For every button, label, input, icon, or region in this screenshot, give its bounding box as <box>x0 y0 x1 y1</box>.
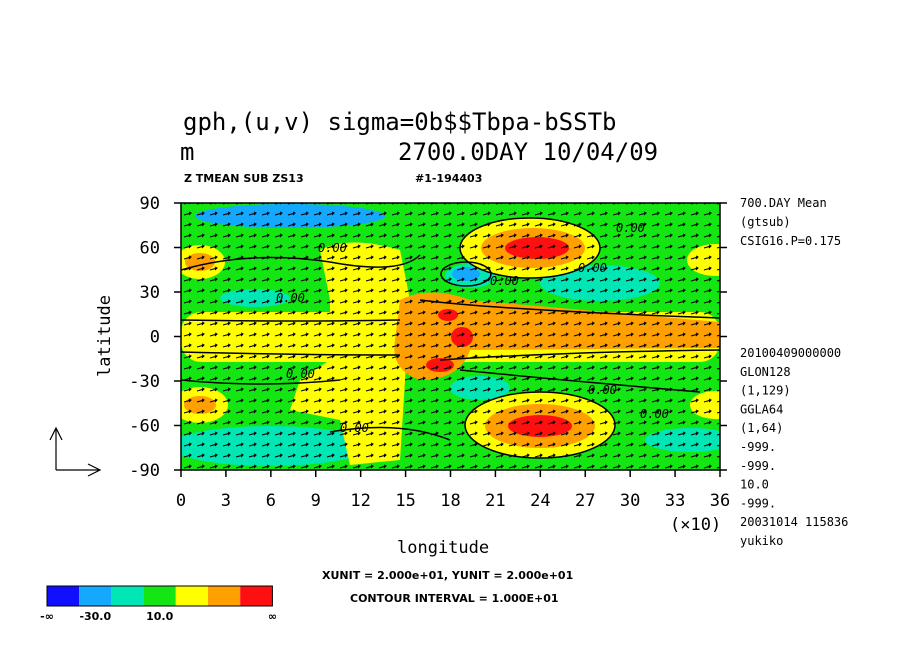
x-tick-label: 21 <box>485 491 505 511</box>
info-text: 10.0 <box>740 478 769 492</box>
x-tick-label: 36 <box>710 491 730 511</box>
info-text: -999. <box>740 440 776 454</box>
y-tick-label: -90 <box>129 461 160 481</box>
x-tick-label: 33 <box>665 491 685 511</box>
info-text: (1,129) <box>740 384 791 398</box>
colorbar-label: ∞ <box>268 610 277 623</box>
colorbar-swatch <box>47 586 80 606</box>
info-text: 20031014 115836 <box>740 515 848 529</box>
contour-label: 0.00 <box>490 274 519 288</box>
title-line-3: 2700.0DAY 10/04/09 <box>398 138 658 166</box>
contour-label: 0.00 <box>640 407 669 421</box>
info-text: -999. <box>740 459 776 473</box>
contour-label: 0.00 <box>616 221 645 235</box>
title-line-2: m <box>180 138 194 166</box>
contour-interval: CONTOUR INTERVAL = 1.000E+01 <box>350 592 559 605</box>
vector-reference <box>49 426 102 477</box>
colorbar-label: -∞ <box>40 610 54 623</box>
info-text: yukiko <box>740 534 783 548</box>
header-left: Z TMEAN SUB ZS13 <box>184 172 304 185</box>
field <box>181 203 720 470</box>
y-tick-label: 60 <box>140 239 160 259</box>
x-tick-label: 18 <box>440 491 460 511</box>
y-tick-label: -30 <box>129 372 160 392</box>
colorbar-swatch <box>175 586 208 606</box>
y-tick-label: 0 <box>150 328 160 348</box>
info-text: 700.DAY Mean <box>740 196 827 210</box>
y-tick-label: 30 <box>140 283 160 303</box>
x-tick-label: 9 <box>311 491 321 511</box>
contour-label: 0.00 <box>276 291 305 305</box>
contour-label: 0.00 <box>340 421 369 435</box>
colorbar-swatch <box>208 586 241 606</box>
x-tick-label: 3 <box>221 491 231 511</box>
colorbar-swatch <box>143 586 176 606</box>
x-axis-label: longitude <box>397 538 489 558</box>
x-tick-label: 24 <box>530 491 550 511</box>
colorbar-swatch <box>111 586 144 606</box>
colorbar-frame <box>46 585 273 607</box>
info-text: GLON128 <box>740 365 791 379</box>
contour-label: 0.00 <box>588 383 617 397</box>
info-text: GGLA64 <box>740 402 783 416</box>
header-center: #1-194403 <box>415 172 482 185</box>
y-axis-label: latitude <box>95 295 115 377</box>
units-note: XUNIT = 2.000e+01, YUNIT = 2.000e+01 <box>322 569 573 582</box>
info-text: CSIG16.P=0.175 <box>740 234 841 248</box>
x-tick-label: 0 <box>176 491 186 511</box>
x-tick-label: 12 <box>350 491 370 511</box>
x-tick-label: 30 <box>620 491 640 511</box>
colorbar-label: -30.0 <box>79 610 111 623</box>
colorbar-swatch <box>79 586 112 606</box>
y-tick-label: 90 <box>140 194 160 214</box>
y-tick-label: -60 <box>129 417 160 437</box>
info-text: 20100409000000 <box>740 346 841 360</box>
x-tick-label: 6 <box>266 491 276 511</box>
title-line-1: gph,(u,v) sigma=0b$$Tbpa-bSSTb <box>183 108 616 136</box>
x-multiplier: (×10) <box>670 515 721 535</box>
x-tick-label: 27 <box>575 491 595 511</box>
vector-field <box>181 203 720 470</box>
contour-label: 0.00 <box>286 367 315 381</box>
x-tick-label: 15 <box>395 491 415 511</box>
contour-label: 0.00 <box>578 261 607 275</box>
contour-label: 0.00 <box>318 241 347 255</box>
colorbar-label: 10.0 <box>146 610 173 623</box>
info-text: -999. <box>740 496 776 510</box>
info-text: (1,64) <box>740 421 783 435</box>
colorbar-swatch <box>240 586 273 606</box>
info-text: (gtsub) <box>740 215 791 229</box>
